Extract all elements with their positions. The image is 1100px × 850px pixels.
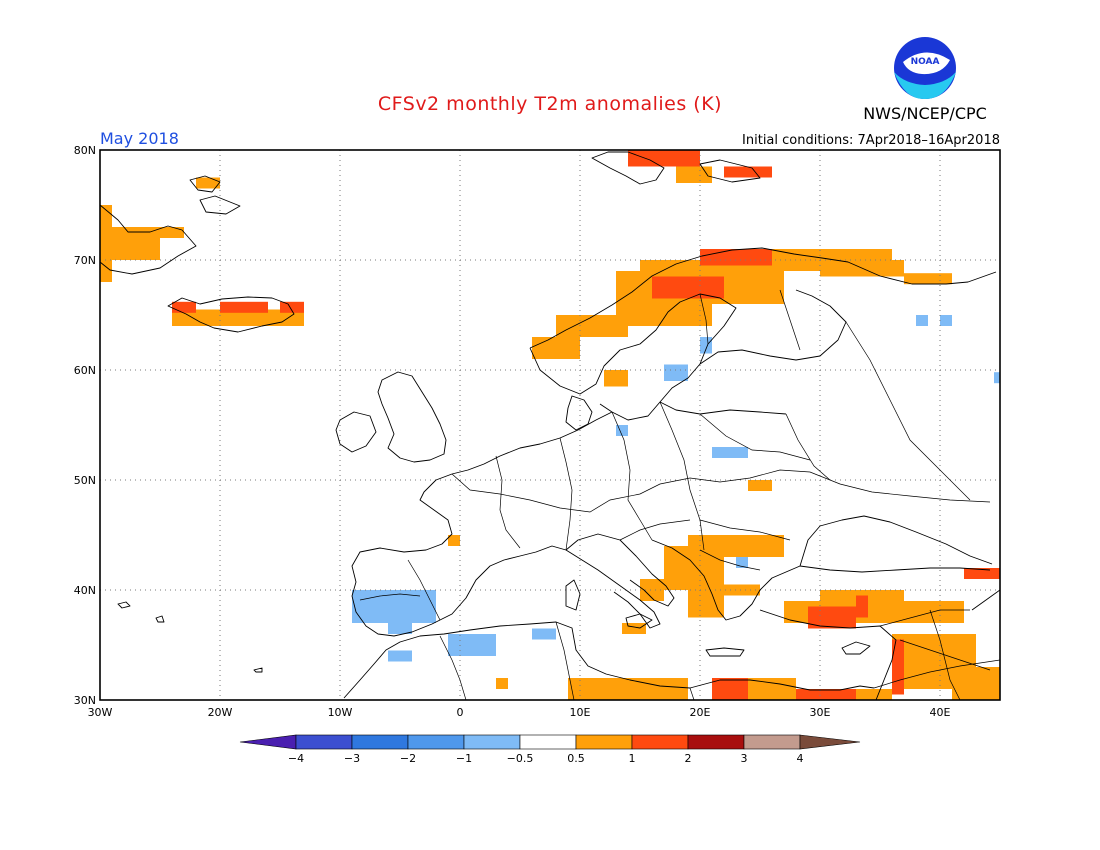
anomaly-cell [388, 650, 412, 662]
lon-label: 10E [570, 706, 591, 719]
colorbar-arrow-high [799, 734, 861, 750]
initial-conditions-label: Initial conditions: 7Apr2018–16Apr2018 [742, 133, 1000, 148]
anomaly-cell [220, 301, 268, 313]
colorbar-label: −0.5 [507, 752, 534, 765]
anomaly-cell [904, 273, 952, 285]
anomaly-cell [448, 535, 460, 546]
anomaly-cell [448, 634, 496, 656]
anomaly-cell [664, 546, 724, 590]
anomaly-cell [664, 364, 688, 381]
anomaly-cell [616, 425, 628, 436]
lat-label: 60N [74, 364, 96, 377]
anomaly-cell [808, 606, 856, 629]
lon-label: 0 [457, 706, 464, 719]
colorbar-swatch [351, 734, 409, 750]
anomaly-cell [916, 315, 928, 326]
colorbar-swatch [407, 734, 465, 750]
anomaly-cell [940, 315, 952, 326]
graticule [100, 150, 1000, 700]
figure-title: CFSv2 monthly T2m anomalies (K) [378, 93, 722, 115]
colorbar-swatch [743, 734, 801, 750]
anomaly-cell [196, 177, 220, 189]
lon-label: 30E [810, 706, 831, 719]
noaa-logo-icon: NOAA [894, 37, 956, 100]
anomaly-cell [172, 301, 196, 313]
lat-label: 80N [74, 144, 96, 157]
anomaly-cell [388, 617, 412, 634]
lon-label: 20E [690, 706, 711, 719]
colorbar-swatch [295, 734, 353, 750]
colorbar-label: −1 [456, 752, 472, 765]
lat-label: 70N [74, 254, 96, 267]
anomaly-cell [748, 480, 772, 491]
colorbar-label: 1 [629, 752, 636, 765]
colorbar-labels: −4 −3 −2 −1 −0.5 0.5 1 2 3 4 [288, 752, 804, 765]
colorbar-label: −4 [288, 752, 304, 765]
anomaly-cell [100, 205, 112, 282]
lat-label: 40N [74, 584, 96, 597]
colorbar-label: 3 [741, 752, 748, 765]
anomaly-cell [688, 584, 724, 618]
anomaly-cell [724, 166, 772, 178]
colorbar-label: 0.5 [567, 752, 585, 765]
colorbar-swatch [519, 734, 577, 750]
country-borders [359, 289, 1000, 700]
colorbar-label: −3 [344, 752, 360, 765]
forecast-month-label: May 2018 [100, 129, 179, 148]
anomaly-cell [172, 309, 304, 326]
coastlines [100, 151, 1000, 700]
lon-label: 10W [328, 706, 353, 719]
lon-label: 40E [930, 706, 951, 719]
anomaly-cell [568, 678, 688, 700]
anomaly-cell [892, 639, 904, 695]
anomaly-cell [700, 337, 712, 354]
colorbar-arrow-low [239, 734, 297, 750]
anomaly-cell [640, 579, 664, 601]
colorbar-swatch [463, 734, 521, 750]
anomaly-cell [628, 150, 700, 167]
anomaly-cell [532, 337, 580, 359]
lon-label: 20W [208, 706, 233, 719]
colorbar [239, 734, 861, 750]
colorbar-label: −2 [400, 752, 416, 765]
anomaly-cell [148, 227, 184, 238]
anomaly-cell [964, 568, 1000, 579]
anomaly-cell [556, 315, 628, 337]
colorbar-swatch [575, 734, 633, 750]
anomaly-cell [604, 370, 628, 387]
colorbar-label: 2 [685, 752, 692, 765]
lat-label: 30N [74, 694, 96, 707]
anomaly-cell [736, 557, 748, 568]
anomaly-cell [856, 689, 892, 700]
lon-label: 30W [88, 706, 113, 719]
anomaly-cell [856, 595, 868, 618]
anomaly-cell [994, 372, 1000, 384]
latitude-labels: 80N 70N 60N 50N 40N 30N [74, 144, 96, 707]
anomaly-cell [652, 276, 724, 299]
colorbar-label: 4 [797, 752, 804, 765]
colorbar-swatch [687, 734, 745, 750]
longitude-labels: 30W 20W 10W 0 10E 20E 30E 40E [88, 706, 951, 719]
anomaly-cell [676, 166, 712, 183]
anomaly-cell [796, 689, 856, 700]
colorbar-swatch [631, 734, 689, 750]
anomaly-cell [622, 623, 646, 634]
map-frame [99, 149, 1001, 701]
agency-label: NWS/NCEP/CPC [863, 104, 987, 123]
noaa-logo-text: NOAA [911, 57, 940, 67]
lat-label: 50N [74, 474, 96, 487]
anomaly-cell [496, 678, 508, 689]
anomaly-cell [952, 667, 1000, 700]
anomaly-cell [724, 584, 760, 596]
anomaly-cell [532, 628, 556, 640]
anomaly-cell [280, 301, 304, 313]
anomaly-cell [712, 447, 748, 458]
anomaly-cell [712, 678, 748, 700]
